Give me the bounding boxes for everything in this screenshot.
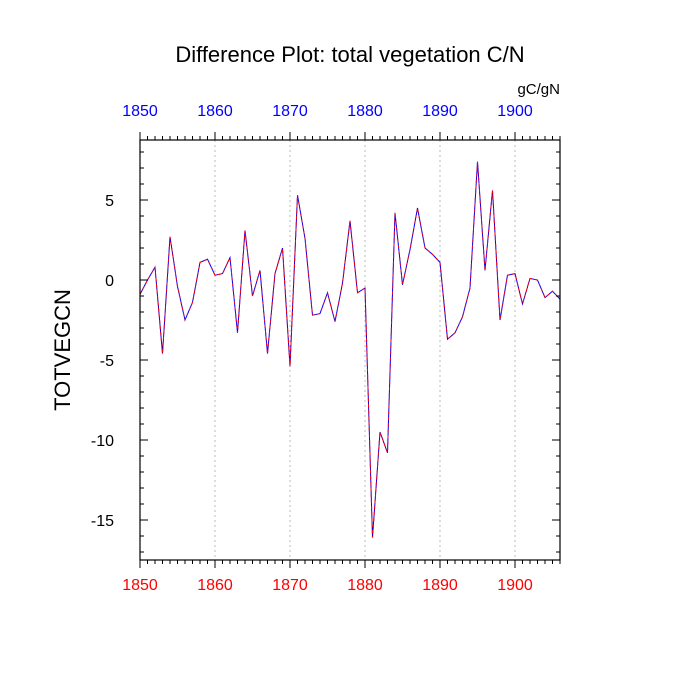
x-tick-label-bottom: 1850 bbox=[122, 577, 158, 594]
x-tick-label-top: 1900 bbox=[497, 103, 533, 120]
x-tick-label-bottom: 1900 bbox=[497, 577, 533, 594]
grid bbox=[139, 140, 516, 560]
x-tick-label-bottom: 1890 bbox=[422, 577, 458, 594]
x-tick-label-bottom: 1870 bbox=[272, 577, 308, 594]
x-tick-label-top: 1880 bbox=[347, 103, 383, 120]
x-tick-label-bottom: 1880 bbox=[347, 577, 383, 594]
y-tick-label: -5 bbox=[100, 353, 114, 370]
series-line-a bbox=[139, 161, 561, 538]
y-tick-label: -15 bbox=[91, 513, 114, 530]
y-tick-label: 5 bbox=[105, 193, 114, 210]
x-tick-label-top: 1870 bbox=[272, 103, 308, 120]
x-tick-label-top: 1890 bbox=[422, 103, 458, 120]
units-label: gC/gN bbox=[517, 81, 560, 98]
chart-title: Difference Plot: total vegetation C/N bbox=[175, 42, 524, 67]
plot-frame bbox=[139, 139, 561, 561]
y-ticks: 5 0 -5 -10 -15 bbox=[91, 151, 560, 553]
x-tick-label-top: 1850 bbox=[122, 103, 158, 120]
y-tick-label: -10 bbox=[91, 433, 114, 450]
x-tick-label-top: 1860 bbox=[197, 103, 233, 120]
y-tick-label: 0 bbox=[105, 273, 114, 290]
x-tick-label-bottom: 1860 bbox=[197, 577, 233, 594]
y-axis-label: TOTVEGCN bbox=[50, 289, 75, 411]
x-ticks: 1850 1850 1860 1860 1870 1870 1880 1880 1890 1890… bbox=[122, 103, 561, 594]
line-series bbox=[139, 161, 561, 538]
series-line-b bbox=[139, 161, 561, 538]
